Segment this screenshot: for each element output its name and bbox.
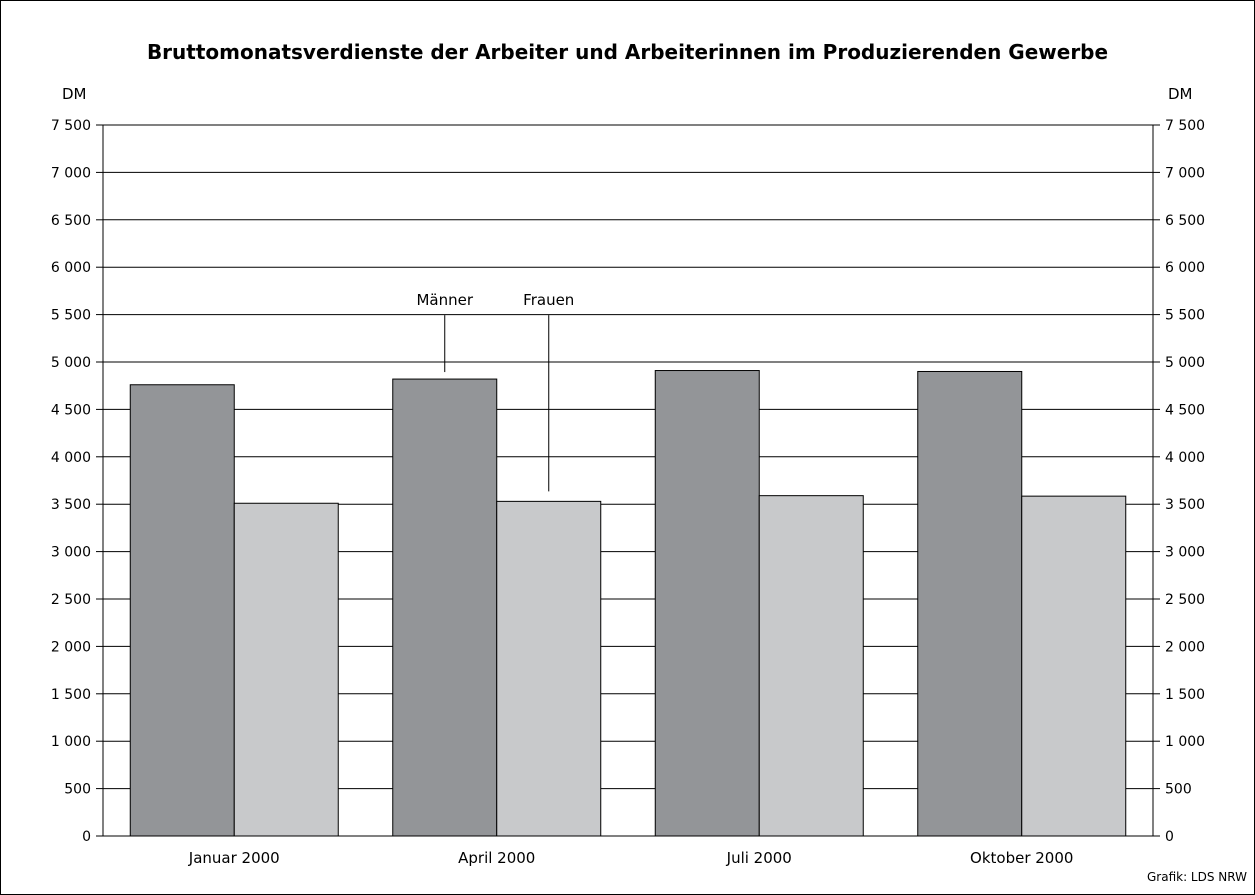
y-tick-label-left: 1 500 [51, 687, 91, 703]
y-tick-label-left: 3 000 [51, 545, 91, 561]
y-tick-label-right: 7 500 [1165, 118, 1205, 134]
annotation-maenner: Männer [416, 291, 473, 309]
bar-frauen [1021, 495, 1127, 837]
y-tick-label-left: 5 000 [51, 355, 91, 371]
y-tick-label-left: 5 500 [51, 308, 91, 324]
bar-maenner [392, 378, 498, 837]
y-tick-label-right: 3 000 [1165, 545, 1205, 561]
y-tick-label-right: 2 000 [1165, 639, 1205, 655]
y-tick-label-left: 4 000 [51, 450, 91, 466]
y-tick-label-left: 0 [82, 829, 91, 845]
y-tick-label-right: 500 [1165, 782, 1192, 798]
y-tick-label-right: 7 000 [1165, 165, 1205, 181]
source-credit: Grafik: LDS NRW [1146, 870, 1247, 884]
y-tick-label-left: 4 500 [51, 402, 91, 418]
y-tick-label-left: 500 [64, 782, 91, 798]
y-tick-label-left: 7 000 [51, 165, 91, 181]
y-tick-label-right: 2 500 [1165, 592, 1205, 608]
x-tick-label: Juli 2000 [726, 849, 792, 867]
y-tick-label-right: 1 000 [1165, 734, 1205, 750]
annotation-frauen: Frauen [523, 291, 574, 309]
y-tick-label-left: 2 000 [51, 639, 91, 655]
x-tick-label: Oktober 2000 [970, 849, 1073, 867]
y-tick-label-right: 0 [1165, 829, 1174, 845]
bar-frauen [496, 500, 602, 837]
y-tick-label-right: 3 500 [1165, 497, 1205, 513]
bar-frauen [233, 502, 339, 837]
y-axis-unit-right: DM [1168, 85, 1193, 103]
y-tick-label-right: 4 000 [1165, 450, 1205, 466]
y-tick-label-right: 6 000 [1165, 260, 1205, 276]
bar-frauen [758, 495, 864, 837]
y-tick-label-right: 5 000 [1165, 355, 1205, 371]
y-tick-label-left: 1 000 [51, 734, 91, 750]
y-tick-label-right: 5 500 [1165, 308, 1205, 324]
chart-title: Bruttomonatsverdienste der Arbeiter und … [146, 40, 1109, 64]
x-tick-label: Januar 2000 [188, 849, 280, 867]
y-tick-label-left: 2 500 [51, 592, 91, 608]
y-tick-label-left: 3 500 [51, 497, 91, 513]
y-tick-label-right: 1 500 [1165, 687, 1205, 703]
x-tick-label: April 2000 [458, 849, 535, 867]
bar-maenner [917, 370, 1023, 837]
y-tick-label-left: 7 500 [51, 118, 91, 134]
y-tick-label-left: 6 500 [51, 213, 91, 229]
bar-maenner [129, 384, 235, 837]
y-tick-label-left: 6 000 [51, 260, 91, 276]
bar-maenner [654, 370, 760, 837]
y-axis-unit-left: DM [62, 85, 87, 103]
y-tick-label-right: 4 500 [1165, 402, 1205, 418]
y-tick-label-right: 6 500 [1165, 213, 1205, 229]
